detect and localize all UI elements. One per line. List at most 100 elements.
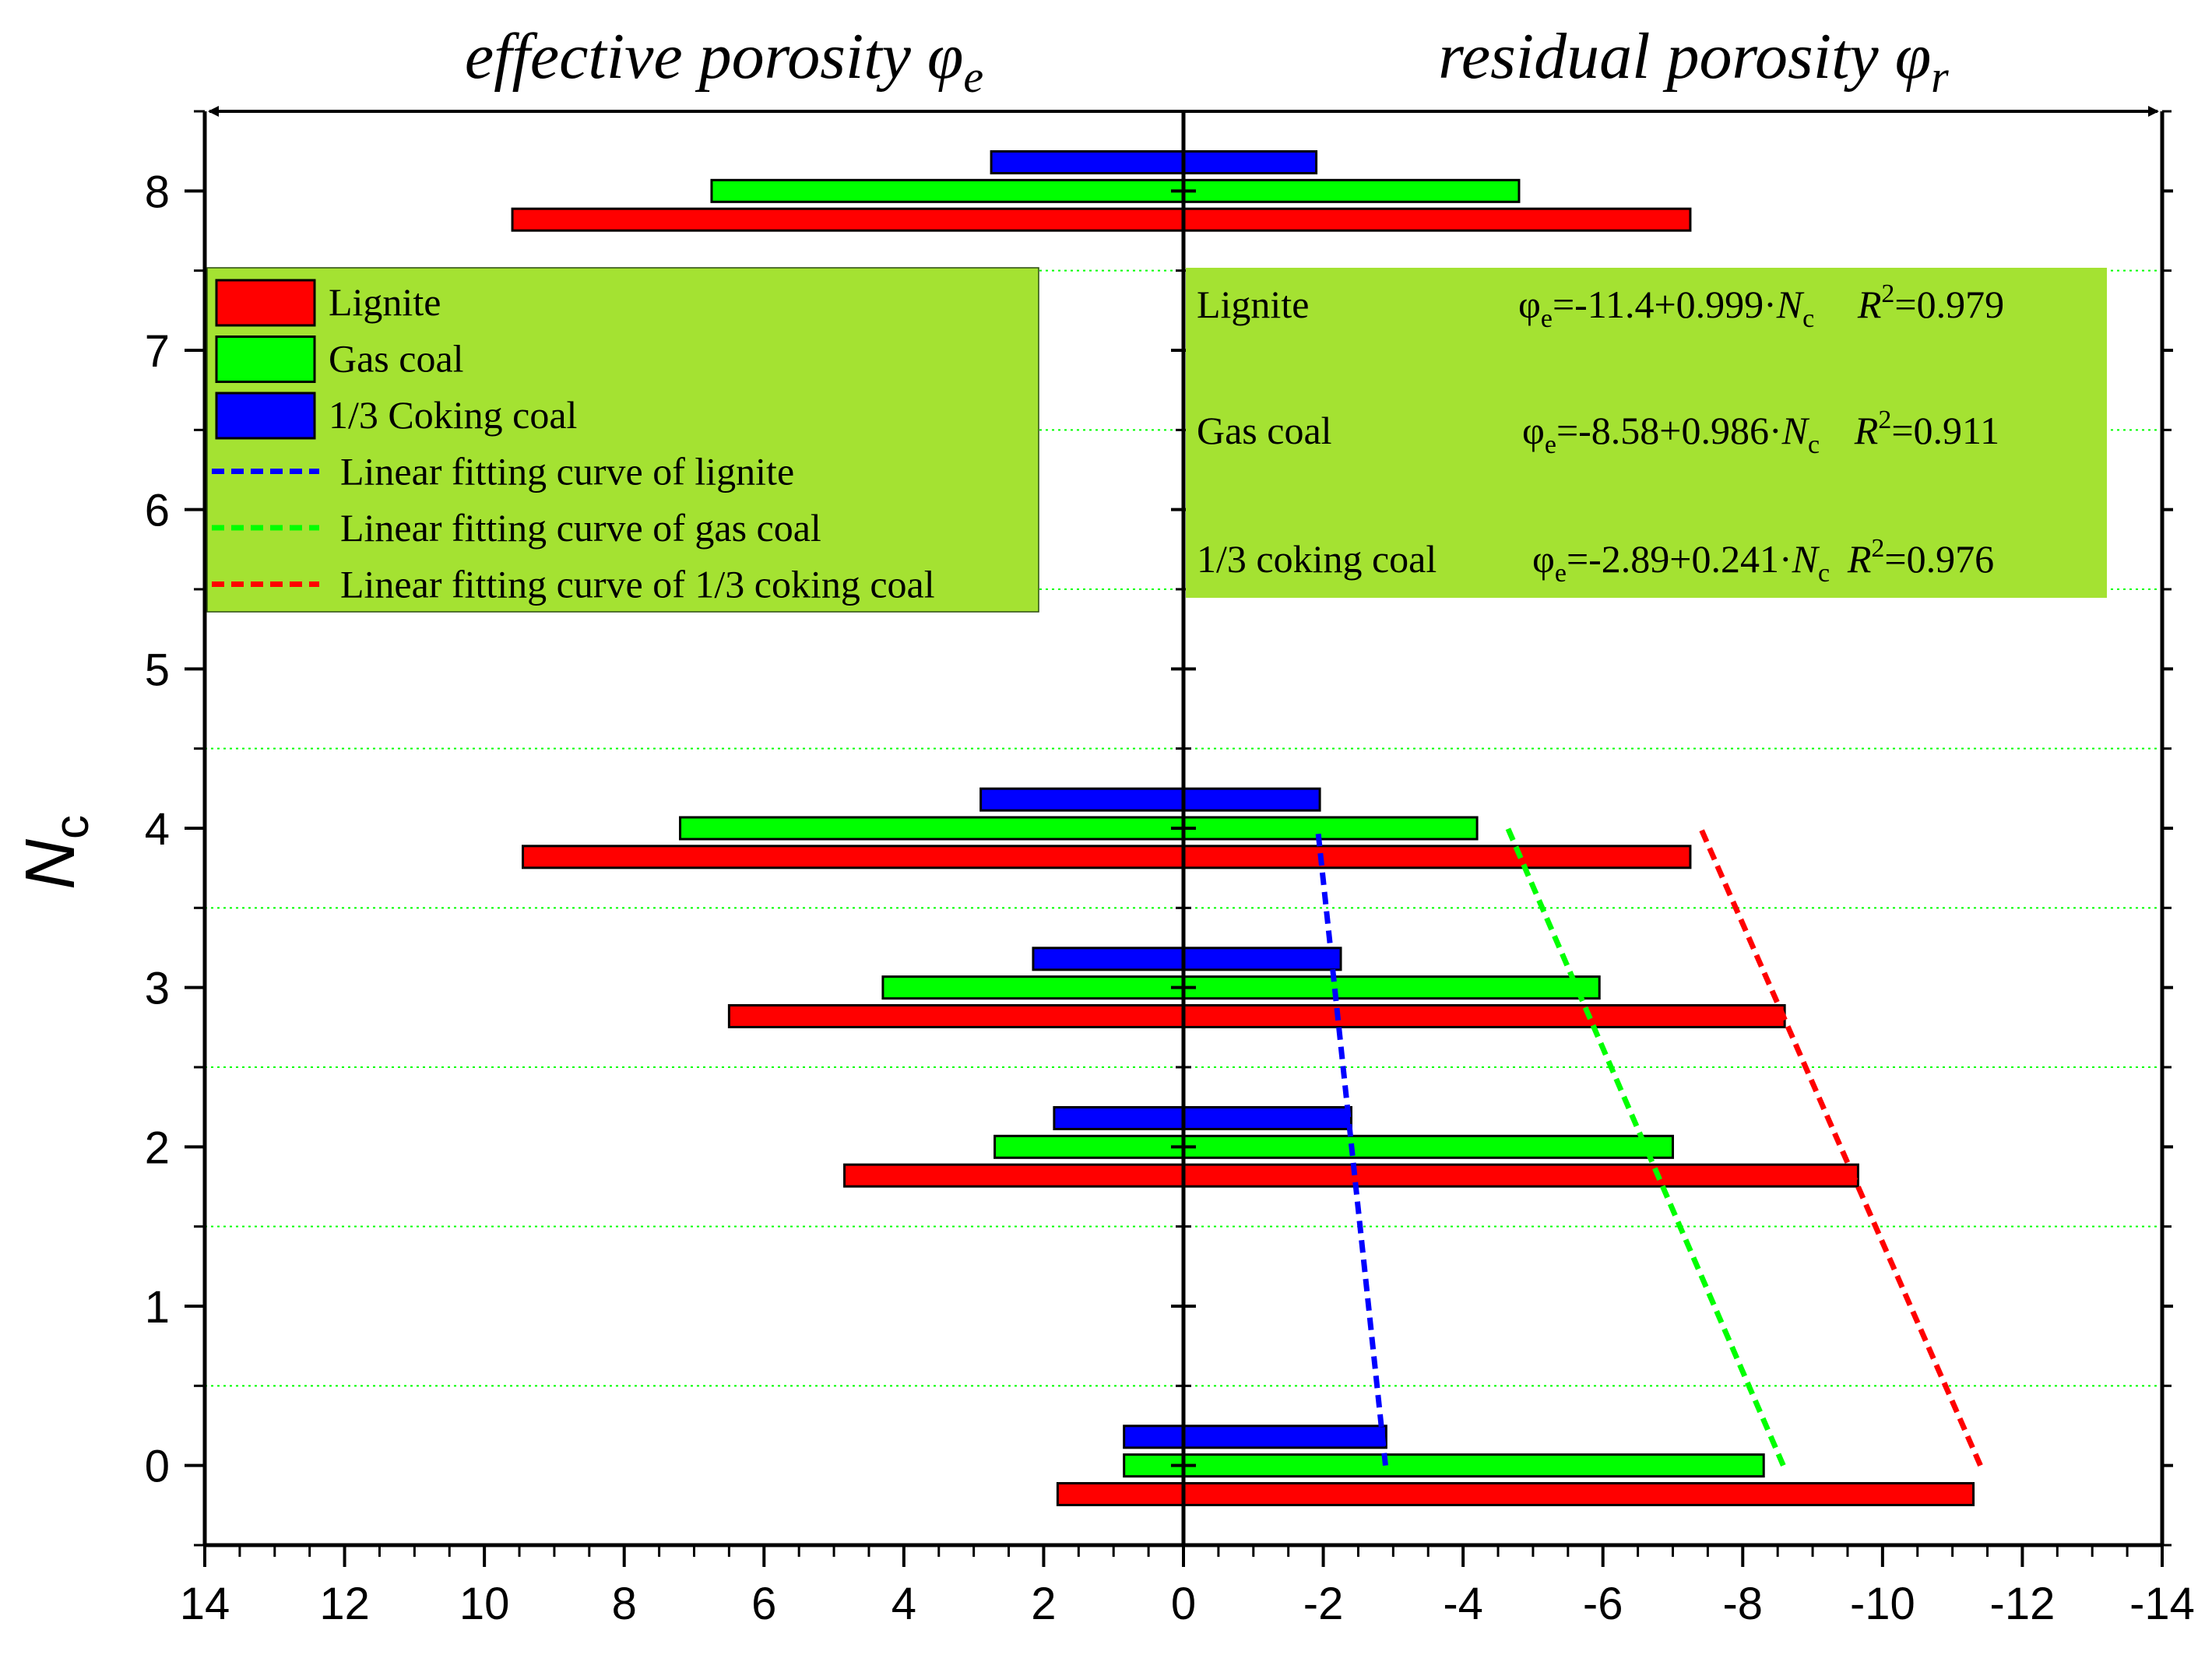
equation-terms: =-11.4+0.999·: [1553, 283, 1777, 326]
n-subscript: c: [1818, 559, 1830, 588]
r-value: =0.976: [1884, 537, 1994, 581]
legend-label: Gas coal: [329, 337, 464, 381]
top-label-left-main: effective porosity φ: [465, 20, 963, 93]
bar: [1056, 1482, 1975, 1507]
legend-swatch: [215, 335, 316, 383]
bar: [727, 1004, 1786, 1029]
bar: [1053, 1105, 1352, 1130]
legend-background: [206, 267, 1039, 613]
equation-name: 1/3 coking coal: [1197, 537, 1437, 581]
bar: [993, 1134, 1675, 1159]
n-symbol: N: [1781, 409, 1810, 452]
equation-formula: φe=-8.58+0.986·Nc: [1522, 409, 1820, 459]
top-label-left: effective porosity φe: [465, 20, 983, 102]
n-symbol: N: [1776, 283, 1805, 326]
bar: [990, 149, 1318, 174]
top-label-right-main: residual porosity φ: [1438, 20, 1931, 93]
equation-row: Gas coal φe=-8.58+0.986·Nc R2=0.911: [1197, 406, 1999, 459]
x-tick-label: 0: [1171, 1579, 1196, 1629]
x-tick-label: 2: [1031, 1579, 1056, 1629]
legend-item: Linear fitting curve of 1/3 coking coal: [212, 563, 935, 606]
x-tick-label: 10: [459, 1579, 510, 1629]
x-tick-label: 14: [180, 1579, 230, 1629]
x-tick-label: -6: [1583, 1579, 1623, 1629]
r-squared: R2=0.976: [1847, 534, 1994, 581]
r-superscript: 2: [1881, 279, 1894, 308]
x-tick-label: -14: [2129, 1579, 2195, 1629]
r-symbol: R: [1847, 537, 1872, 581]
r-symbol: R: [1854, 409, 1879, 452]
x-tick-label: 12: [319, 1579, 370, 1629]
equation-name: Gas coal: [1197, 409, 1332, 452]
legend-swatch: [215, 279, 316, 327]
bar: [881, 975, 1601, 1000]
r-squared: R2=0.911: [1854, 406, 1999, 452]
equation-formula: φe=-2.89+0.241·Nc: [1532, 537, 1830, 588]
top-label-right-sub: r: [1931, 51, 1949, 102]
r-superscript: 2: [1878, 406, 1891, 434]
legend-item: Linear fitting curve of gas coal: [212, 506, 821, 550]
legend-swatch: [215, 392, 316, 440]
y-tick-label: 5: [145, 645, 170, 695]
equation-name: Lignite: [1197, 283, 1309, 326]
y-tick-label: 1: [145, 1282, 170, 1333]
legend-label: Lignite: [329, 280, 441, 324]
x-tick-label: 8: [612, 1579, 637, 1629]
legend-label: Linear fitting curve of 1/3 coking coal: [340, 563, 935, 606]
bar: [522, 845, 1692, 869]
legend-item: Linear fitting curve of lignite: [212, 450, 794, 494]
legend-label: Linear fitting curve of lignite: [340, 450, 794, 494]
bar: [979, 787, 1321, 812]
x-tick-label: 6: [751, 1579, 776, 1629]
bar: [710, 178, 1521, 203]
y-axis-label-sub: c: [45, 815, 99, 839]
phi-symbol: φ: [1522, 409, 1545, 452]
phi-symbol: φ: [1532, 537, 1555, 581]
r-superscript: 2: [1871, 534, 1884, 563]
y-tick-label: 8: [145, 167, 170, 217]
top-label-right: residual porosity φr: [1438, 20, 1949, 102]
legend: Lignite Gas coal 1/3 Coking coal Linear fit…: [206, 267, 1039, 613]
bar: [511, 207, 1692, 232]
y-axis-label-main: N: [12, 838, 90, 890]
x-tick-label: -8: [1722, 1579, 1763, 1629]
y-tick-label: 3: [145, 964, 170, 1014]
fit-lines: [1314, 827, 1983, 1467]
n-symbol: N: [1792, 537, 1820, 581]
x-tick-label: 4: [891, 1579, 916, 1629]
r-squared: R2=0.979: [1857, 279, 2004, 326]
y-tick-label: 0: [145, 1442, 170, 1492]
phi-subscript: e: [1555, 559, 1567, 588]
y-tick-label: 4: [145, 804, 170, 855]
legend-label: Linear fitting curve of gas coal: [340, 506, 821, 550]
y-axis-label: Nc: [12, 815, 99, 890]
equation-row: 1/3 coking coal φe=-2.89+0.241·Nc R2=0.976: [1197, 534, 1994, 588]
equation-formula: φe=-11.4+0.999·Nc: [1518, 283, 1814, 333]
x-tick-label: -12: [1990, 1579, 2056, 1629]
y-tick-label: 7: [145, 326, 170, 377]
equation-row: Lignite φe=-11.4+0.999·Nc R2=0.979: [1197, 279, 2004, 333]
legend-item: Gas coal: [215, 335, 464, 383]
x-tick-label: -2: [1303, 1579, 1344, 1629]
r-symbol: R: [1857, 283, 1882, 326]
equations-background: [1186, 268, 2107, 598]
phi-symbol: φ: [1518, 283, 1541, 326]
equation-terms: =-2.89+0.241·: [1567, 537, 1792, 581]
legend-item: Lignite: [215, 279, 441, 327]
bar: [1123, 1424, 1387, 1449]
fit-line: [1314, 827, 1388, 1467]
phi-subscript: e: [1545, 430, 1556, 459]
phi-subscript: e: [1541, 304, 1553, 333]
x-tick-label: -10: [1850, 1579, 1915, 1629]
bar: [1123, 1453, 1765, 1478]
bars: [511, 149, 1975, 1507]
n-subscript: c: [1802, 304, 1814, 333]
top-label-left-sub: e: [963, 51, 983, 102]
y-tick-label: 2: [145, 1122, 170, 1173]
r-value: =0.979: [1894, 283, 2004, 326]
bar: [1032, 947, 1342, 971]
r-value: =0.911: [1891, 409, 1999, 452]
